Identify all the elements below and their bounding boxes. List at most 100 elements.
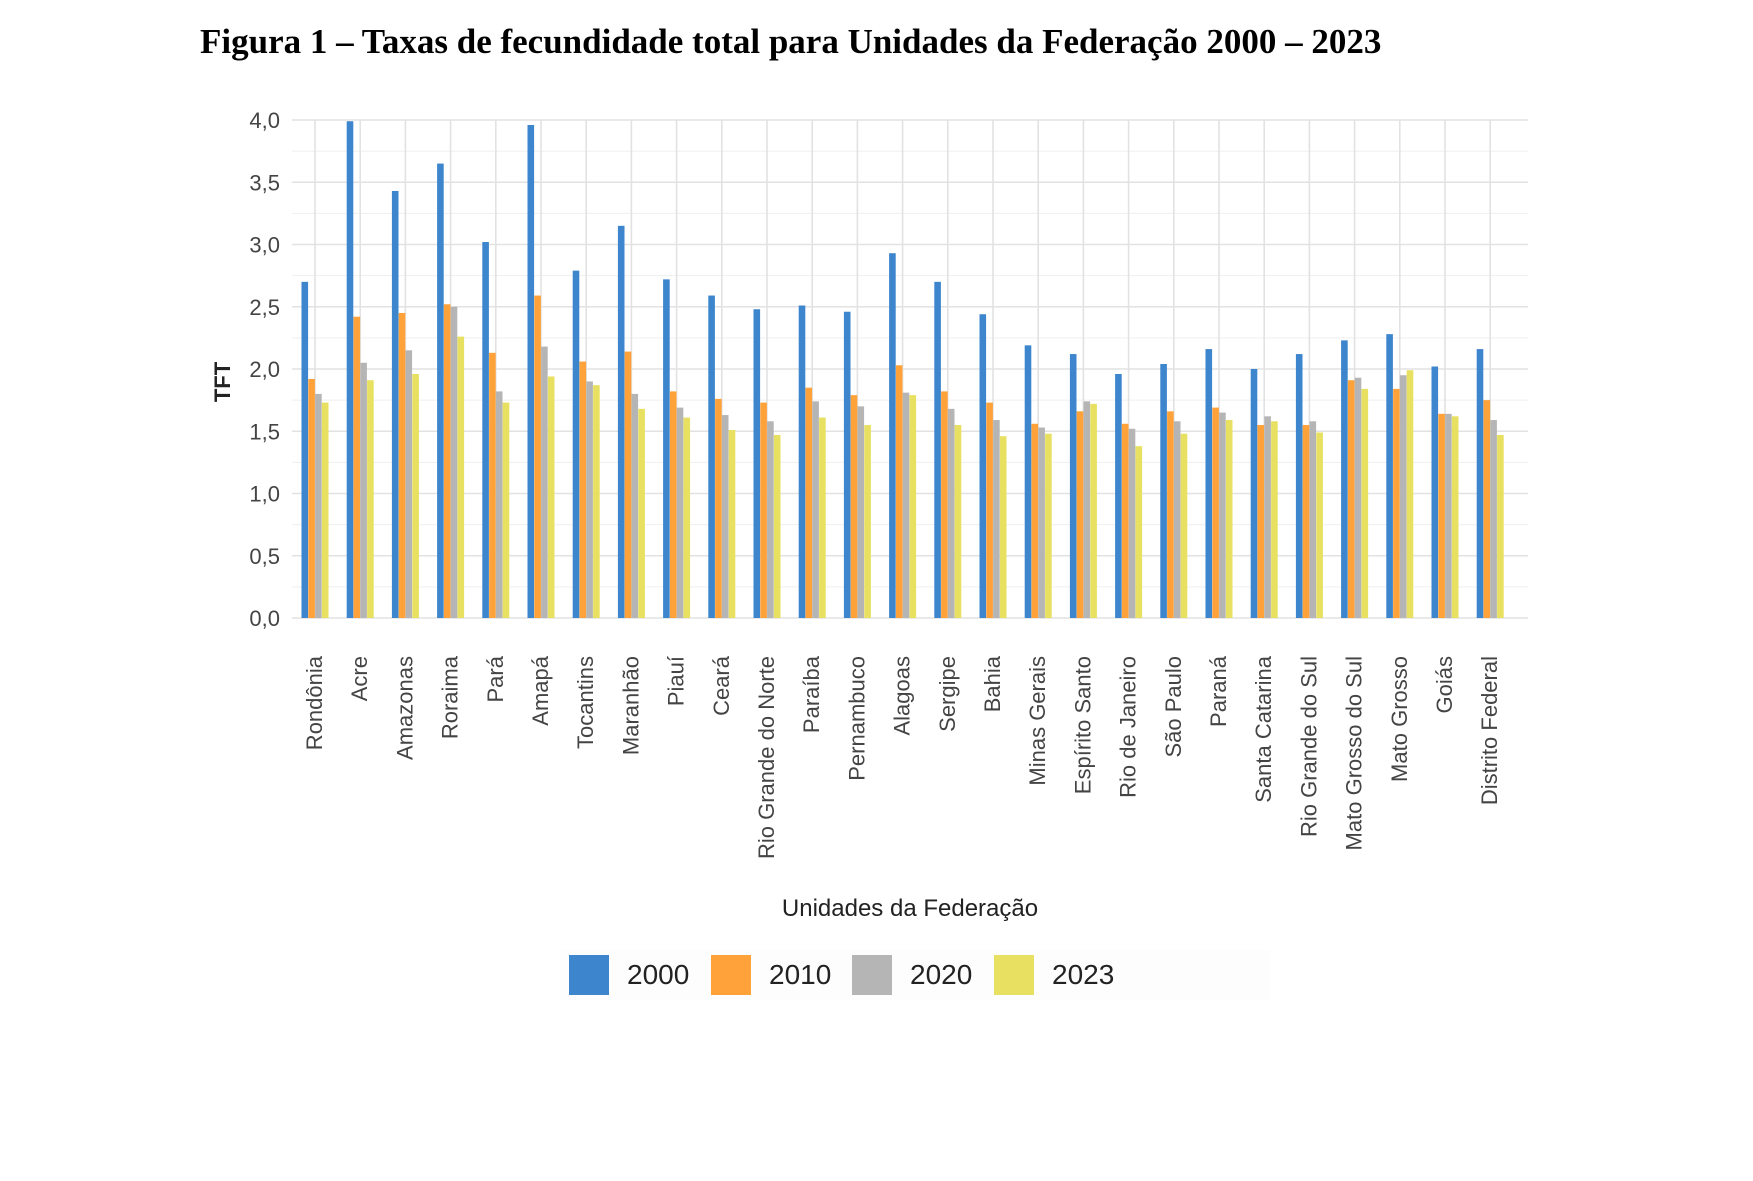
bar-2010-25: [1438, 413, 1445, 618]
bar-2023-11: [819, 417, 826, 618]
bar-2010-17: [1076, 411, 1084, 618]
bar-2023-4: [502, 402, 510, 618]
bar-2020-4: [495, 391, 503, 618]
bar-2010-9: [715, 398, 722, 618]
bar-2000-10: [753, 309, 761, 618]
bar-2020-25: [1445, 413, 1452, 618]
bar-2020-20: [1219, 412, 1226, 618]
bar-2010-4: [489, 352, 496, 618]
bar-2000-17: [1069, 354, 1077, 618]
bar-2000-8: [663, 279, 670, 618]
y-axis-ticks: 0,0 0,5 1,0 1,5 2,0 2,5 3,0 3,5 4,0: [249, 108, 280, 631]
bar-2010-12: [850, 395, 858, 618]
bar-2000-21: [1250, 369, 1258, 618]
bar-2020-14: [947, 408, 955, 618]
bar-2020-7: [631, 393, 639, 618]
bar-2010-3: [443, 304, 451, 618]
x-tick-label: Rio Grande do Norte: [754, 656, 779, 859]
bar-2010-18: [1121, 423, 1129, 618]
legend-label-2010: 2010: [769, 959, 831, 990]
bar-2023-19: [1180, 433, 1188, 618]
bar-2023-13: [909, 395, 917, 618]
bar-2010-14: [941, 391, 948, 618]
bar-2020-12: [857, 406, 865, 618]
bar-2000-3: [437, 163, 444, 618]
bar-2023-16: [1045, 433, 1052, 618]
bar-2020-23: [1354, 377, 1362, 618]
x-tick-label: Amazonas: [392, 656, 417, 760]
x-tick-label: Amapá: [528, 655, 553, 725]
bar-2023-8: [683, 417, 691, 618]
bar-2023-7: [638, 408, 645, 618]
bar-2020-19: [1173, 421, 1181, 618]
bar-2020-9: [721, 415, 729, 618]
bar-2000-26: [1476, 349, 1484, 618]
x-tick-label: Rio Grande do Sul: [1296, 656, 1321, 837]
x-tick-label: Goiás: [1432, 656, 1457, 713]
x-tick-label: Rondônia: [302, 655, 327, 750]
bar-2000-14: [934, 281, 941, 618]
x-tick-label: Mato Grosso: [1387, 656, 1412, 782]
x-tick-label: Rio de Janeiro: [1116, 656, 1141, 798]
bar-2000-18: [1115, 373, 1122, 618]
bar-2020-11: [812, 401, 819, 618]
x-tick-label: Minas Gerais: [1025, 656, 1050, 786]
bar-2010-1: [353, 316, 361, 618]
legend: 2000 2010 2020 2023: [560, 950, 1270, 1000]
bar-2010-0: [308, 378, 315, 618]
bar-2023-22: [1316, 432, 1323, 618]
bar-2023-15: [999, 436, 1007, 618]
bar-2023-23: [1361, 388, 1369, 618]
bar-2010-7: [624, 351, 632, 618]
legend-swatch-2023: [994, 955, 1034, 995]
x-tick-label: Paraná: [1206, 655, 1231, 727]
bar-2000-13: [889, 253, 896, 618]
bars: [301, 121, 1504, 619]
bar-2010-22: [1302, 425, 1310, 618]
bar-2000-5: [527, 124, 535, 618]
legend-label-2000: 2000: [627, 959, 689, 990]
bar-2010-15: [986, 402, 993, 618]
y-axis-label: TFT: [210, 361, 235, 402]
x-tick-label: Pernambuco: [844, 656, 869, 781]
y-tick-label: 2,0: [249, 357, 280, 382]
x-tick-label: São Paulo: [1161, 656, 1186, 758]
bar-2010-20: [1212, 407, 1219, 618]
bar-2020-1: [360, 362, 367, 618]
x-tick-label: Mato Grosso do Sul: [1342, 656, 1367, 850]
bar-2010-5: [534, 295, 541, 618]
legend-swatch-2010: [711, 955, 751, 995]
bar-2000-24: [1386, 334, 1393, 618]
bar-2020-24: [1399, 375, 1407, 618]
bar-2020-18: [1128, 428, 1136, 618]
bar-2023-1: [367, 380, 374, 618]
bar-2020-2: [405, 350, 413, 618]
bar-2023-6: [593, 385, 600, 618]
bar-2000-20: [1205, 349, 1213, 618]
bar-2023-17: [1090, 403, 1097, 618]
bar-2023-12: [864, 425, 871, 618]
bar-2000-15: [979, 314, 987, 618]
figure-title: Figura 1 – Taxas de fecundidade total pa…: [200, 22, 1382, 61]
x-tick-label: Espírito Santo: [1070, 656, 1095, 794]
bar-2000-25: [1431, 366, 1439, 618]
bar-2023-5: [547, 376, 555, 618]
bar-2010-2: [398, 312, 406, 618]
bar-2010-13: [895, 365, 903, 618]
bar-2020-16: [1038, 427, 1045, 618]
bar-2023-0: [321, 402, 329, 618]
y-tick-label: 3,0: [249, 233, 280, 258]
bar-2020-13: [902, 392, 910, 618]
bar-2010-8: [669, 391, 677, 618]
bar-2020-8: [676, 407, 684, 618]
legend-label-2020: 2020: [910, 959, 972, 990]
bar-2010-6: [579, 361, 587, 618]
bar-2000-9: [708, 295, 715, 618]
bar-2020-15: [993, 420, 1000, 618]
bar-2000-6: [572, 270, 580, 618]
x-tick-label: Distrito Federal: [1477, 656, 1502, 805]
bar-2020-10: [767, 421, 774, 618]
y-tick-label: 1,0: [249, 482, 280, 507]
bar-2020-5: [541, 346, 548, 618]
